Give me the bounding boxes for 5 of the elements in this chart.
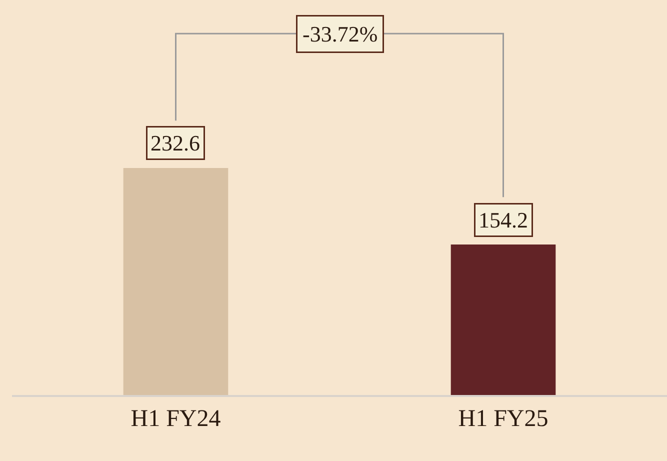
data-label: 154.2 [478,208,528,232]
data-label: 232.6 [150,130,200,156]
x-tick-label: H1 FY25 [458,406,548,432]
x-tick-label: H1 FY24 [130,406,221,432]
text: -33.72% [302,22,378,46]
